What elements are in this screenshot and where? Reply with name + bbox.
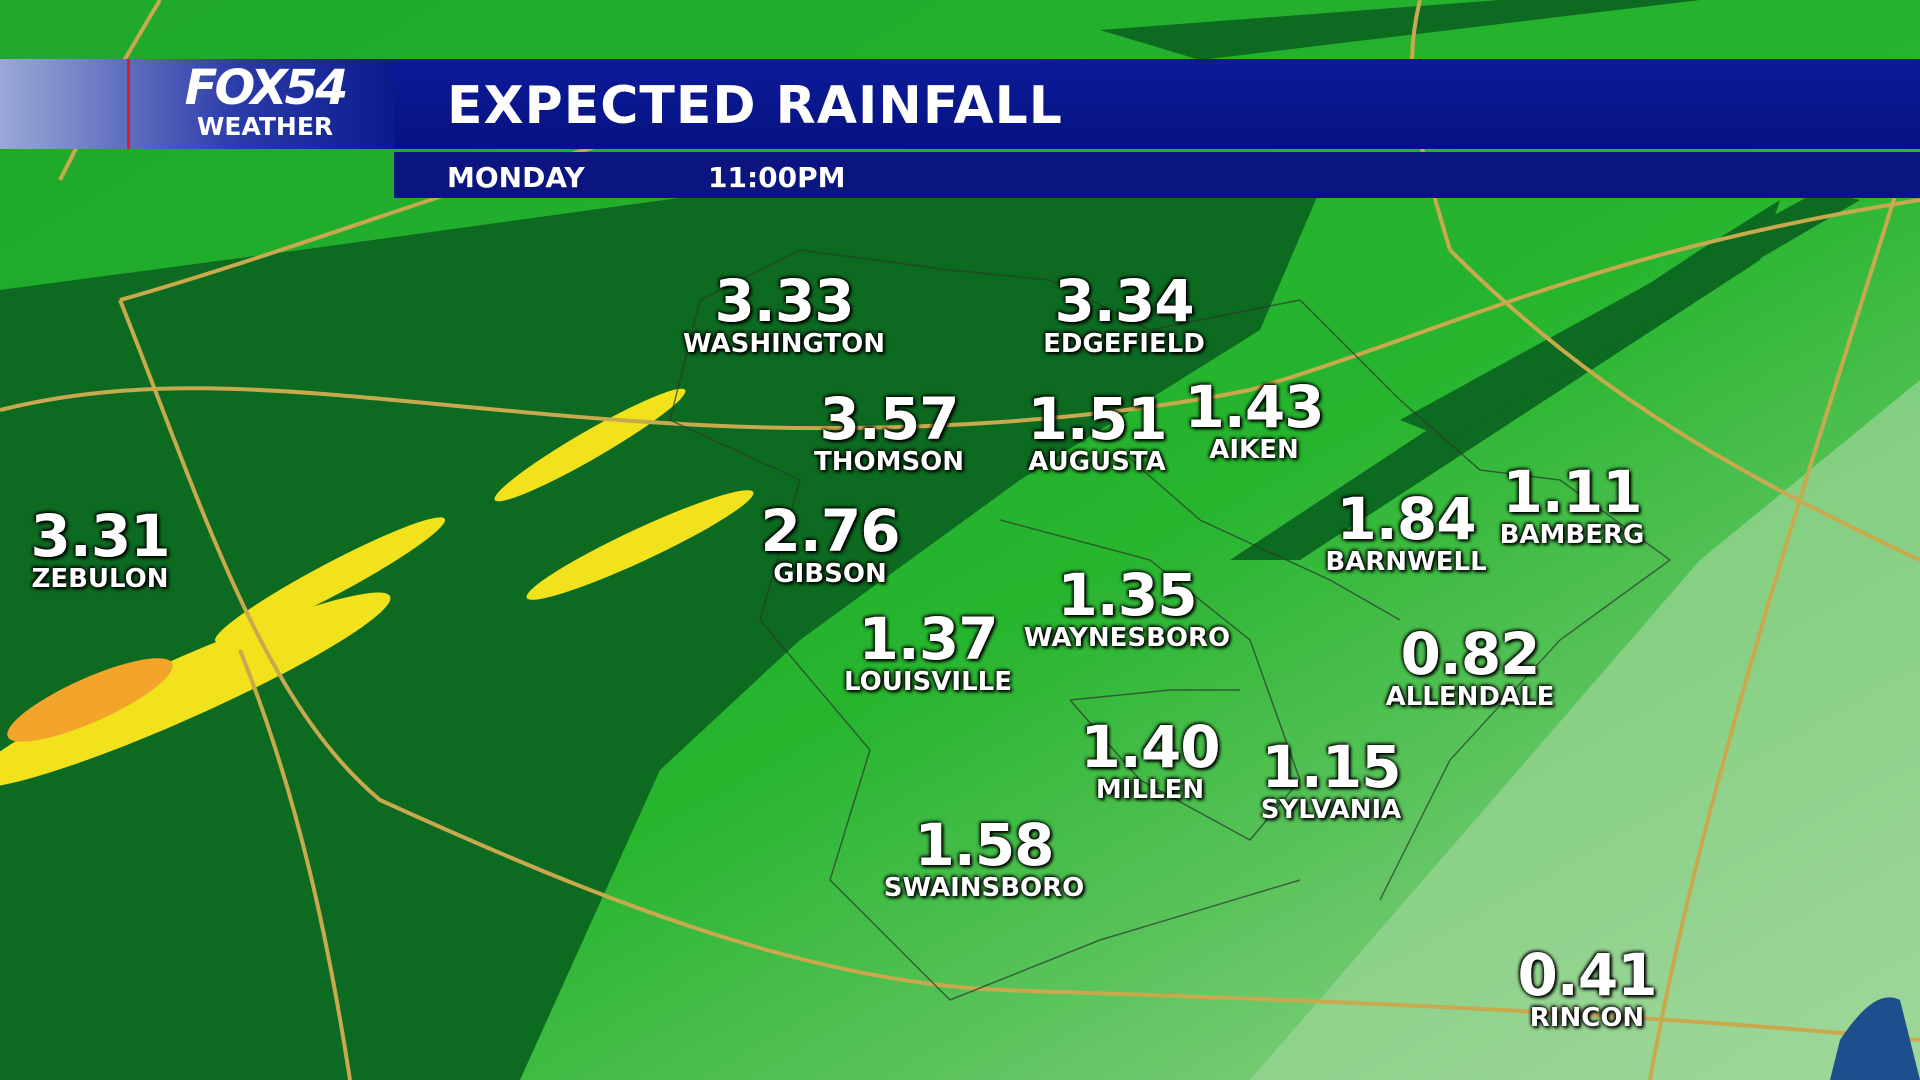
rain-amount: 1.51 <box>1027 385 1167 453</box>
location: 1.51 AUGUSTA <box>1027 385 1167 477</box>
rain-amount: 3.33 <box>714 267 854 335</box>
brand-sub: WEATHER <box>196 112 334 141</box>
logo-panel <box>0 59 400 149</box>
heavy-rain-band <box>1400 190 1860 440</box>
rain-amount: 1.43 <box>1184 373 1324 441</box>
rain-amount: 0.82 <box>1400 620 1540 688</box>
rain-amount: 1.37 <box>858 605 998 673</box>
location: 3.34 EDGEFIELD <box>1043 269 1205 359</box>
logo-divider <box>127 59 130 149</box>
rain-amount: 1.11 <box>1502 458 1642 526</box>
location-name: BAMBERG <box>1499 520 1645 550</box>
rain-amount: 3.57 <box>819 385 959 453</box>
rain-amount: 1.35 <box>1057 561 1197 629</box>
location-name: AUGUSTA <box>1028 447 1166 477</box>
location: 1.37 LOUISVILLE <box>844 607 1012 697</box>
county-borders <box>669 249 1672 1001</box>
day: MONDAY <box>447 161 585 194</box>
rain-amount: 0.41 <box>1517 941 1657 1009</box>
location-name: RINCON <box>1529 1003 1645 1033</box>
rain-streak <box>7 658 173 742</box>
location: 1.40 MILLEN <box>1080 713 1220 805</box>
location-name: THOMSON <box>813 447 965 477</box>
location-name: ZEBULON <box>31 564 169 594</box>
location-name: GIBSON <box>773 559 887 589</box>
rain-streak <box>214 517 446 643</box>
location: 1.35 WAYNESBORO <box>1024 563 1230 653</box>
water <box>1830 997 1920 1080</box>
rain-streak <box>494 388 686 502</box>
location-name: SWAINSBORO <box>883 873 1085 903</box>
title-bar <box>394 59 1920 149</box>
rain-amount: 1.40 <box>1080 713 1220 781</box>
location-name: SYLVANIA <box>1260 795 1402 825</box>
rain-amount: 3.34 <box>1054 267 1194 335</box>
location-name: EDGEFIELD <box>1043 329 1205 359</box>
location: 1.43 AIKEN <box>1184 373 1324 465</box>
location-name: MILLEN <box>1095 775 1205 805</box>
location: 3.33 WASHINGTON <box>683 269 885 359</box>
location: 1.58 SWAINSBORO <box>884 813 1085 903</box>
rain-amount: 1.15 <box>1261 733 1401 801</box>
rain-streak <box>526 490 754 600</box>
brand: FOX54 <box>184 60 349 116</box>
heavy-rain-zone <box>0 190 1320 1080</box>
location-name: WASHINGTON <box>682 329 886 359</box>
rain-amount: 1.58 <box>914 811 1054 879</box>
heavy-rain-band <box>1100 0 1700 60</box>
location-name: ALLENDALE <box>1385 682 1555 712</box>
rain-amount: 3.31 <box>30 502 170 570</box>
time: 11:00PM <box>708 161 846 194</box>
rain-amount: 1.84 <box>1336 485 1476 553</box>
location: 3.57 THOMSON <box>814 387 964 477</box>
location: 1.11 BAMBERG <box>1500 460 1645 550</box>
location: 0.82 ALLENDALE <box>1386 622 1555 712</box>
location: 1.15 SYLVANIA <box>1261 735 1402 825</box>
title: EXPECTED RAINFALL <box>447 76 1063 136</box>
location-name: WAYNESBORO <box>1023 623 1231 653</box>
location: 0.41 RINCON <box>1517 941 1657 1033</box>
location-name: BARNWELL <box>1325 547 1487 577</box>
subtitle-bar <box>394 152 1920 198</box>
location-name: LOUISVILLE <box>844 667 1012 697</box>
location: 3.31 ZEBULON <box>30 502 170 594</box>
light-rain-zone <box>1250 380 1920 1080</box>
location-name: AIKEN <box>1209 435 1299 465</box>
location: 1.84 BARNWELL <box>1325 487 1486 577</box>
location: 2.76 GIBSON <box>760 497 900 589</box>
rain-amount: 2.76 <box>760 497 900 565</box>
rain-streak <box>0 592 391 788</box>
